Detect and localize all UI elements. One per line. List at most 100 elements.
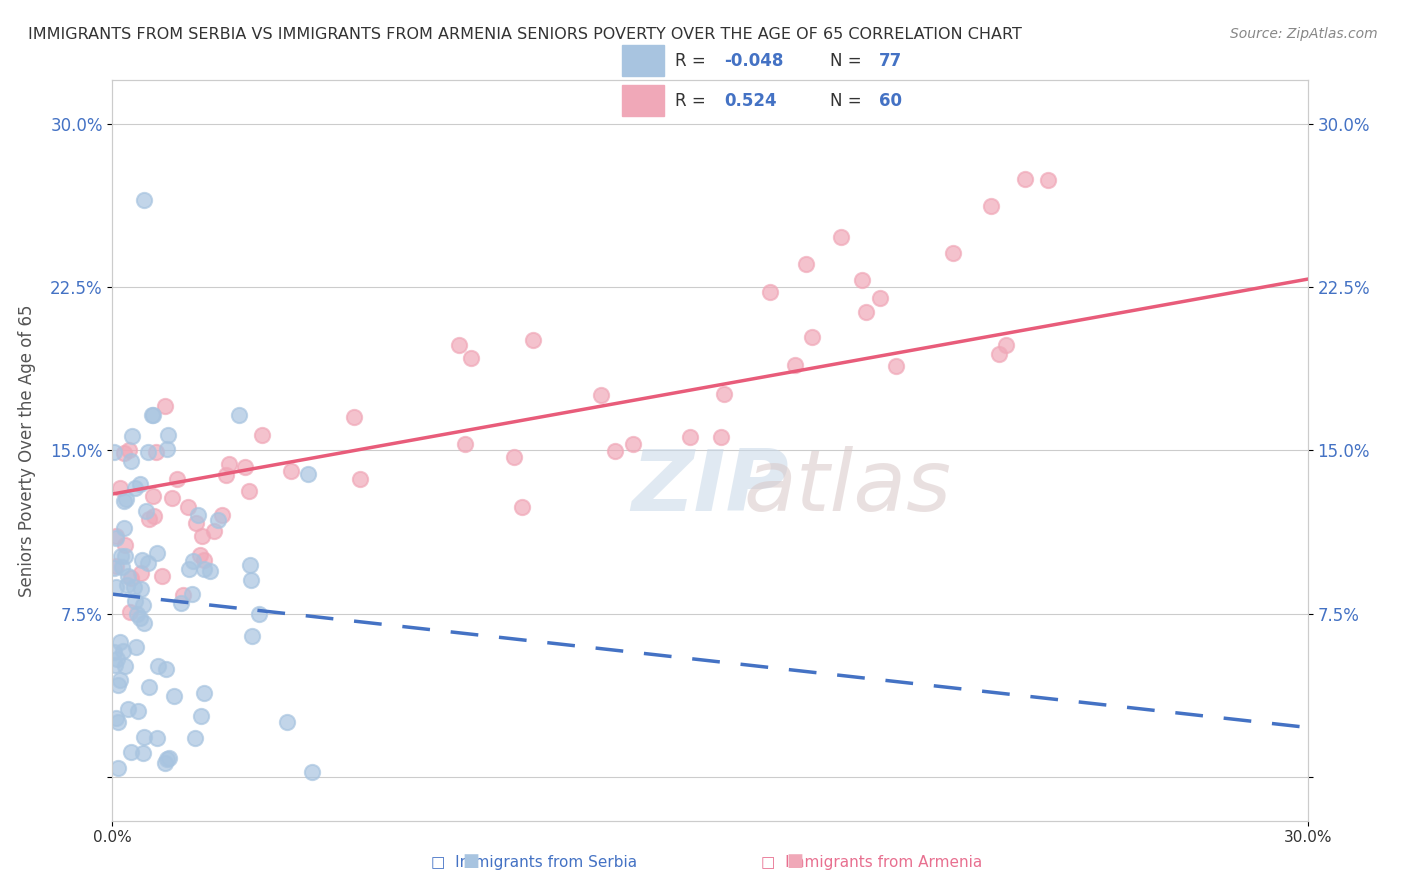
Text: □  Immigrants from Armenia: □ Immigrants from Armenia [761,855,983,870]
Point [153,756,176,771]
Point [170,596,193,610]
Point [1014,172,1036,186]
Point [884,359,907,374]
Point [177,561,200,575]
Text: 0.524: 0.524 [724,92,776,110]
Point [117,702,139,716]
Point [103,445,125,459]
Point [136,556,159,570]
Text: IMMIGRANTS FROM SERBIA VS IMMIGRANTS FROM ARMENIA SENIORS POVERTY OVER THE AGE O: IMMIGRANTS FROM SERBIA VS IMMIGRANTS FRO… [28,27,1022,42]
Point [454,437,477,451]
Point [215,468,238,483]
Point [112,521,135,535]
Text: R =: R = [675,52,711,70]
Point [142,489,165,503]
Point [104,581,127,595]
Point [238,483,260,498]
Point [181,554,204,568]
Point [132,730,155,744]
Point [108,635,131,649]
Point [134,615,156,630]
Point [138,681,160,695]
Point [156,752,179,766]
Point [131,553,153,567]
Point [211,508,233,522]
Point [127,704,149,718]
Point [190,548,212,562]
Point [131,747,153,761]
Point [120,454,142,468]
Point [710,430,733,444]
Point [190,708,212,723]
Point [135,504,157,518]
Point [785,359,807,373]
Text: Source: ZipAtlas.com: Source: ZipAtlas.com [1230,27,1378,41]
Point [142,508,165,523]
Point [794,256,817,270]
Point [605,444,627,458]
FancyBboxPatch shape [621,85,665,116]
Point [193,553,215,567]
Point [141,409,163,423]
Point [103,645,125,659]
Point [104,531,127,545]
Point [124,481,146,495]
Point [132,598,155,612]
Point [510,500,533,514]
Text: -0.048: -0.048 [724,52,783,70]
Point [155,662,177,676]
Point [111,560,134,574]
Point [855,304,877,318]
Point [112,494,135,508]
FancyBboxPatch shape [621,45,665,76]
Text: N =: N = [830,92,866,110]
Point [103,560,125,574]
Point [105,559,128,574]
Text: ZIP: ZIP [631,446,789,529]
Point [218,457,240,471]
Point [177,500,200,515]
Text: N =: N = [830,52,866,70]
Point [129,582,152,597]
Point [138,512,160,526]
Point [124,580,146,594]
Point [105,529,128,543]
Point [942,246,965,260]
Text: ■: ■ [463,852,479,870]
Point [114,659,136,673]
Point [104,657,127,672]
Point [157,427,180,442]
Point [105,652,128,666]
Point [758,285,780,299]
Text: 60: 60 [879,92,901,110]
Point [110,549,132,563]
Point [280,464,302,478]
Point [228,408,250,422]
Point [240,573,263,587]
Point [1036,173,1059,187]
Point [125,640,148,655]
Point [107,678,129,692]
Point [502,450,524,464]
Point [297,467,319,481]
Point [115,491,138,506]
Point [276,715,298,730]
Point [118,443,141,458]
Point [449,338,471,352]
Point [145,546,167,560]
Point [621,437,644,451]
Point [108,673,131,687]
Point [150,568,173,582]
Point [146,658,169,673]
Point [207,513,229,527]
Point [118,606,141,620]
Point [163,689,186,703]
Y-axis label: Seniors Poverty Over the Age of 65: Seniors Poverty Over the Age of 65 [18,304,37,597]
Point [117,577,139,591]
Point [112,644,135,658]
Point [460,351,482,365]
Point [145,445,167,459]
Point [155,399,177,413]
Text: atlas: atlas [744,446,952,529]
Point [172,588,194,602]
